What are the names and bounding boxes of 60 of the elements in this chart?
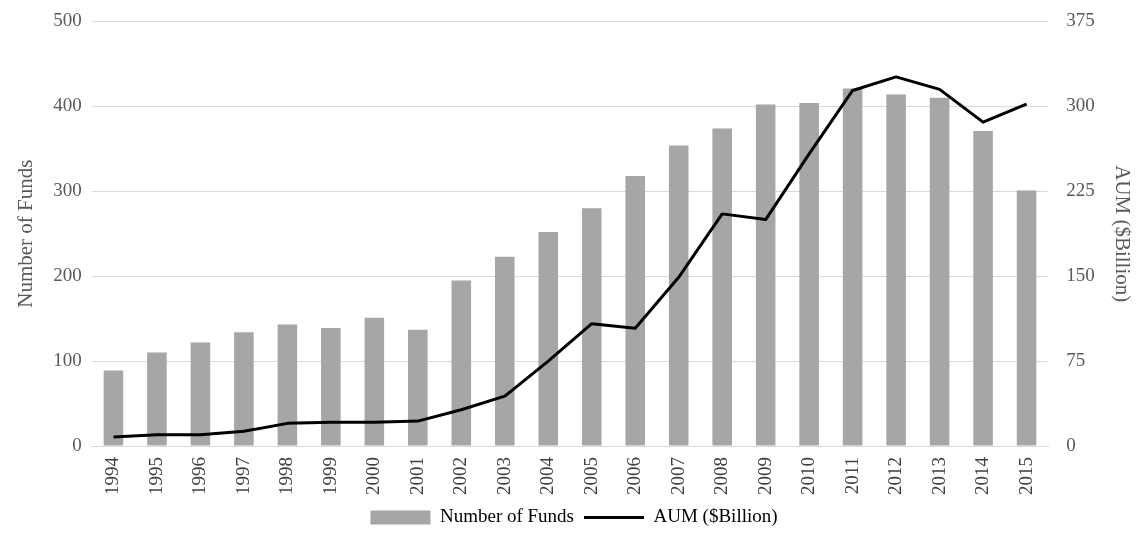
x-tick-label: 2000 [362,457,384,495]
x-tick-label: 1997 [231,457,253,495]
x-tick-label: 2008 [710,457,732,495]
bar [494,256,515,446]
x-tick-label: 1996 [188,457,210,495]
x-tick-label: 2009 [753,457,775,495]
bar [147,352,167,446]
bar [321,327,341,446]
bar [929,97,950,446]
x-tick-label: 2011 [840,457,862,495]
y2-tick-label: 375 [1066,9,1095,31]
bar [103,370,124,446]
x-tick-label: 2007 [666,457,688,495]
y-tick-label: 300 [53,179,82,201]
x-tick-label: 2005 [579,457,601,495]
y2-tick-label: 225 [1066,179,1095,201]
x-tick-label: 2010 [797,457,819,495]
y-axis-title: Number of Funds [13,159,38,308]
bar [190,342,211,446]
x-tick-label: 2002 [449,457,471,495]
bar [408,329,428,446]
y-tick-label: 100 [53,349,82,371]
legend-label: Number of Funds [439,505,575,527]
legend-label: AUM ($Billion) [653,505,778,528]
y-tick-label: 0 [72,433,82,455]
bar [451,280,472,446]
bar [234,332,254,446]
bar [668,145,689,446]
x-tick-label: 2004 [536,456,558,495]
y2-axis-title: AUM ($Billion) [1110,165,1135,303]
bar [277,324,298,446]
x-tick-label: 1998 [275,457,297,495]
y-tick-label: 200 [53,264,82,286]
bar [842,88,863,446]
bar [364,317,385,446]
bar [799,102,819,446]
bar [625,175,646,446]
x-tick-label: 2015 [1014,457,1036,495]
bar [886,94,906,446]
x-tick-label: 2001 [405,457,427,495]
x-tick-label: 2003 [492,457,514,495]
y2-tick-label: 75 [1066,349,1086,371]
bar [538,232,559,446]
bar [1016,190,1037,446]
x-tick-label: 1999 [318,457,340,495]
bar [581,208,602,446]
y-tick-label: 400 [53,94,82,116]
x-tick-label: 2013 [927,457,949,495]
x-tick-label: 1995 [144,457,166,495]
y-tick-label: 500 [53,9,82,31]
y2-tick-label: 0 [1066,433,1076,455]
x-tick-label: 2014 [971,456,993,495]
y2-tick-label: 150 [1066,264,1095,286]
bar [755,104,776,446]
y2-tick-label: 300 [1066,94,1095,116]
x-tick-label: 1994 [101,456,123,495]
bar [973,130,993,446]
x-tick-label: 2012 [884,457,906,495]
x-tick-label: 2006 [623,457,645,495]
bar [712,128,732,446]
